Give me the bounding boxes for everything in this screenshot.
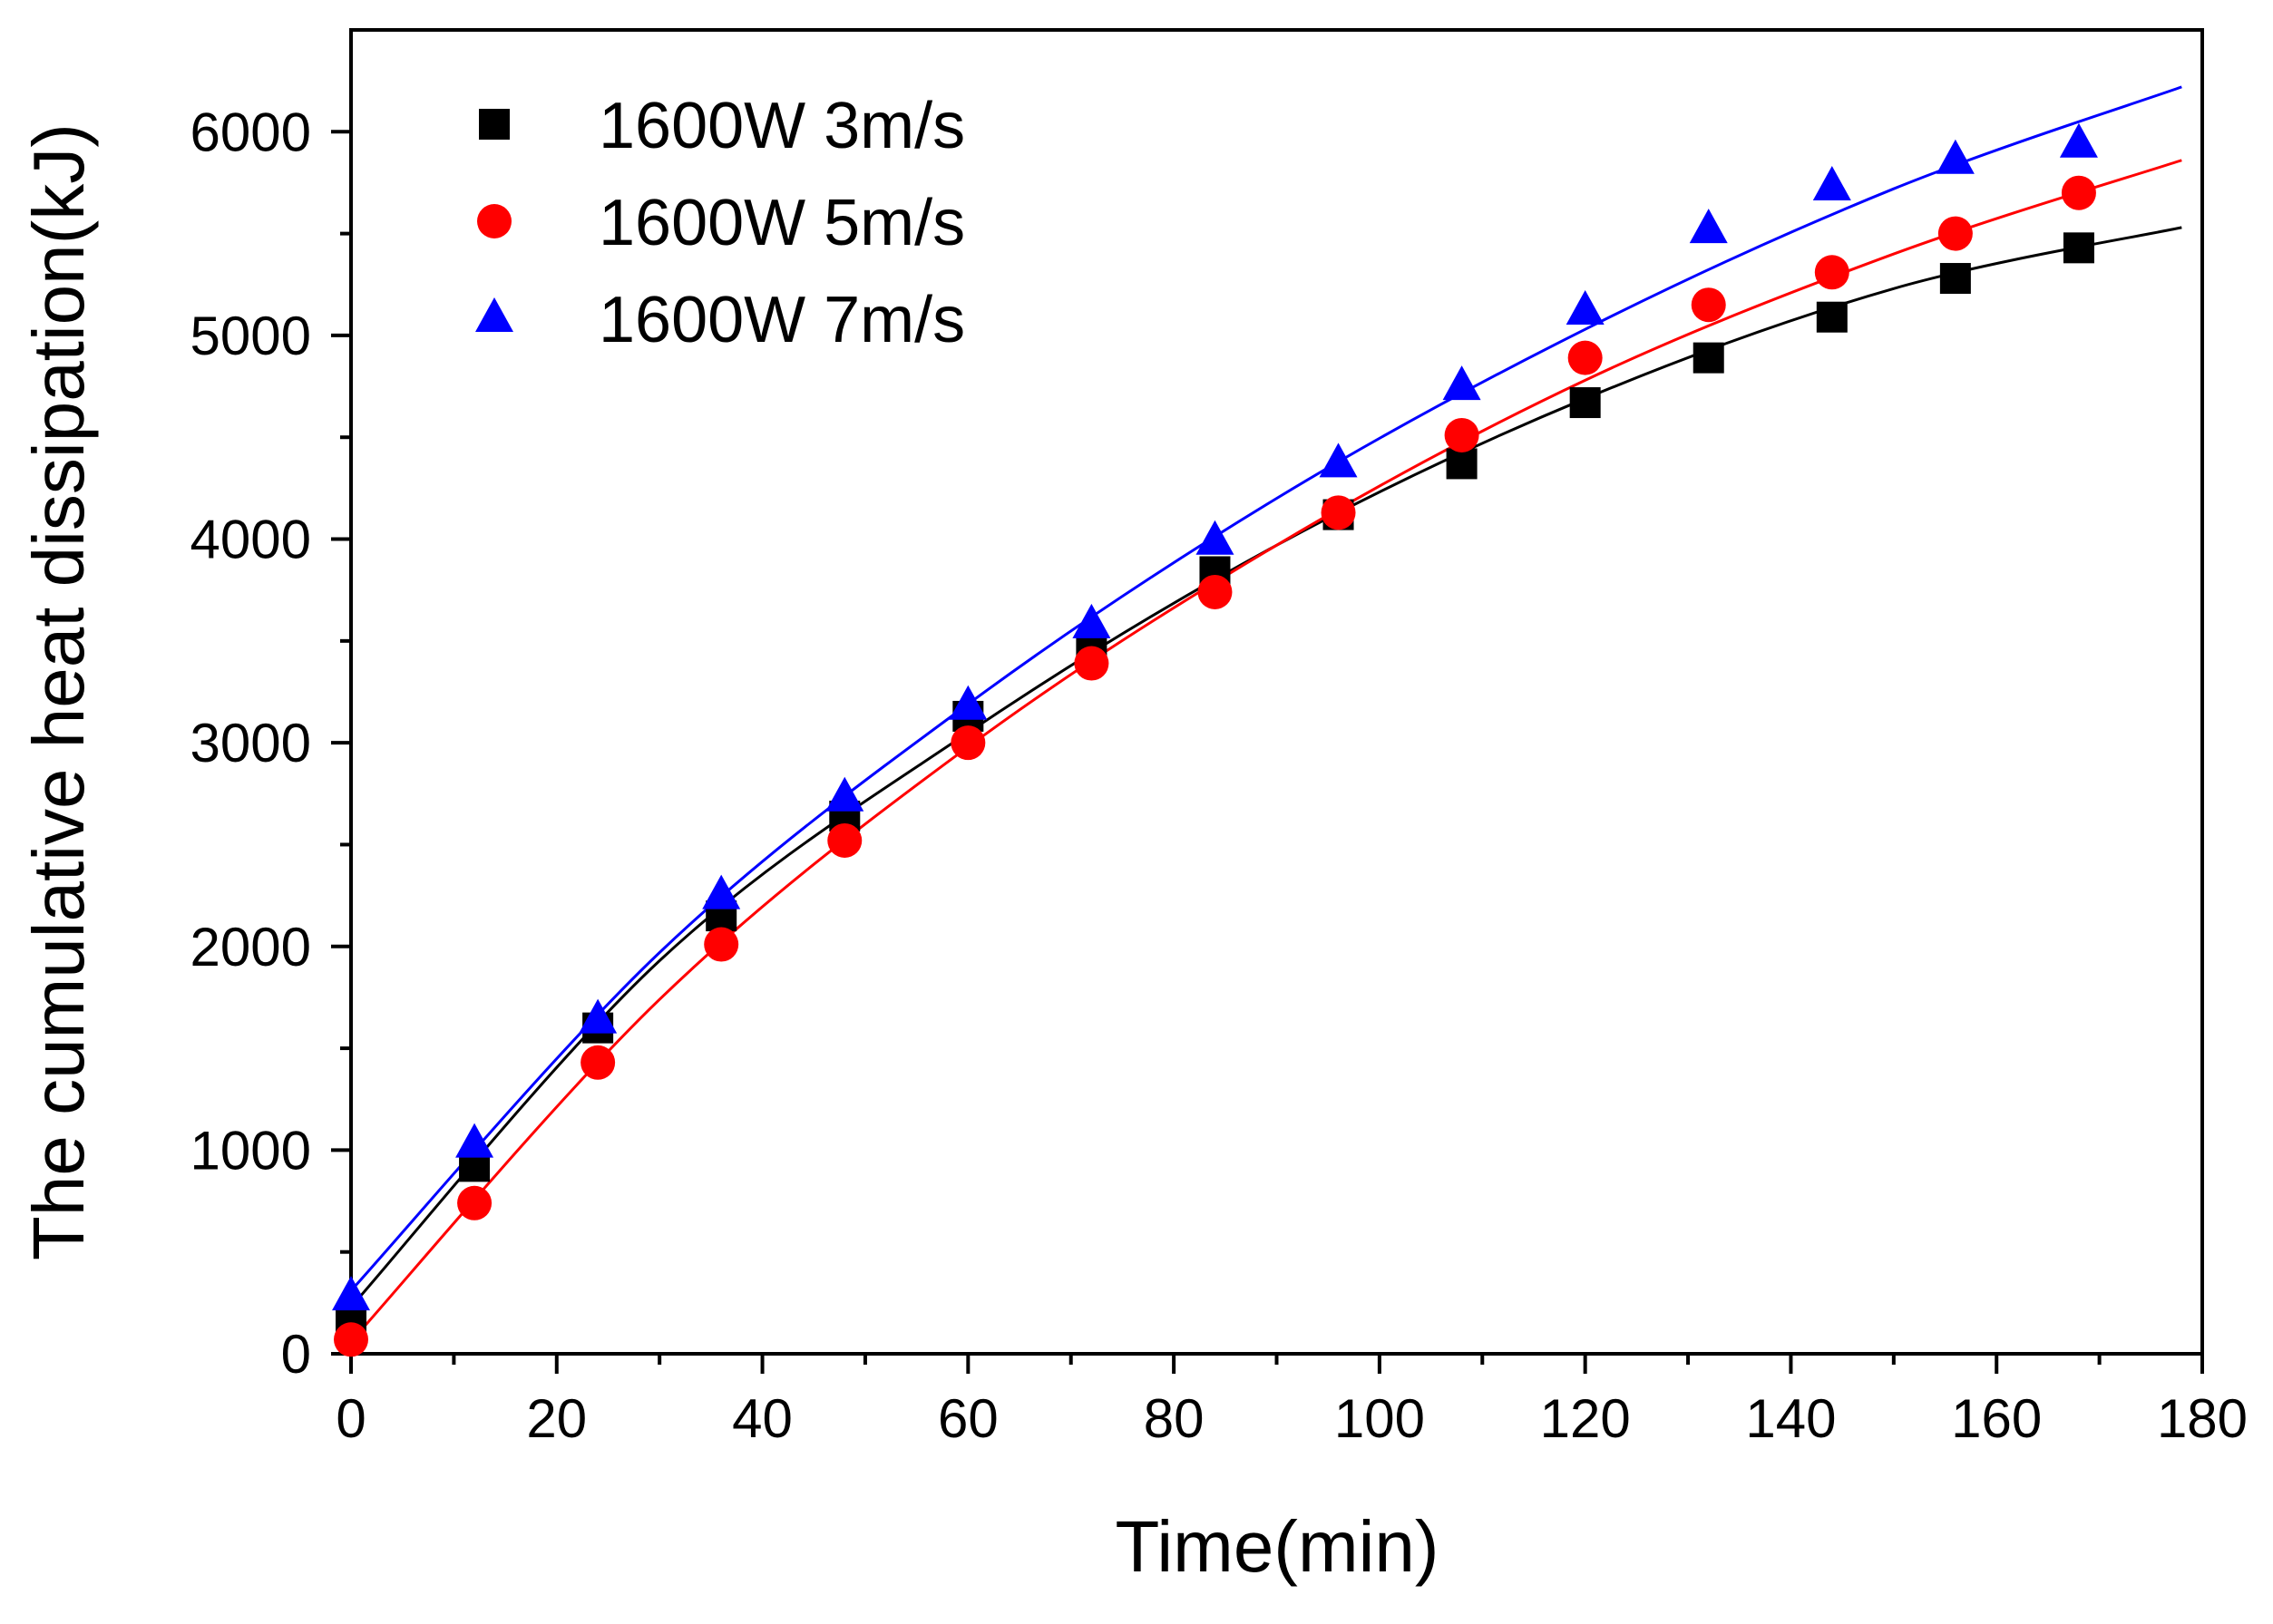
x-tick-label: 40 [732,1388,793,1449]
x-tick-label: 20 [526,1388,587,1449]
x-tick-label: 0 [336,1388,366,1449]
data-point-1600w-5m-s [1321,495,1356,530]
data-point-1600w-7m-s [2059,122,2098,158]
x-tick-label: 140 [1745,1388,1836,1449]
data-point-1600w-5m-s [334,1322,368,1357]
data-point-1600w-7m-s [1442,365,1481,401]
data-point-1600w-7m-s [1689,209,1728,244]
data-point-1600w-7m-s [702,874,741,909]
legend-label-1600w-7m-s: 1600W 7m/s [599,284,965,356]
data-point-1600w-5m-s [1074,646,1109,681]
data-point-1600w-5m-s [1444,417,1479,452]
series-1600w-5m-s [334,175,2096,1357]
series-1600w-3m-s [336,232,2094,1339]
x-tick-label: 60 [938,1388,999,1449]
data-point-1600w-5m-s [1937,216,1973,251]
y-tick-label: 1000 [190,1120,311,1181]
x-tick-label: 180 [2157,1388,2248,1449]
y-tick-label: 3000 [190,713,311,773]
y-tick-label: 4000 [190,510,311,570]
x-tick-label: 120 [1540,1388,1631,1449]
fit-curve-1600w-5m-s [349,159,2182,1343]
data-point-1600w-5m-s [827,822,863,858]
data-point-1600w-7m-s [1319,442,1358,478]
data-point-1600w-7m-s [1812,165,1851,200]
data-point-1600w-3m-s [1569,387,1601,419]
data-point-1600w-3m-s [2063,232,2094,264]
data-point-1600w-7m-s [332,1276,370,1311]
legend-label-1600w-5m-s: 1600W 5m/s [599,187,965,259]
data-point-1600w-7m-s [1195,520,1234,555]
data-point-1600w-5m-s [580,1045,616,1080]
x-tick-label: 80 [1144,1388,1205,1449]
data-point-1600w-3m-s [1816,301,1848,333]
data-point-1600w-7m-s [949,685,988,720]
y-tick-label: 0 [281,1324,311,1385]
fit-curve-1600w-7m-s [349,85,2182,1292]
data-point-1600w-7m-s [455,1123,494,1158]
x-tick-label: 160 [1951,1388,2042,1449]
data-point-1600w-7m-s [1072,603,1111,638]
x-tick-label: 100 [1334,1388,1425,1449]
axis-ticks: 0 20 40 60 80 100 120 140 160 180 0 1000 2000 3000 400… [190,102,2249,1449]
data-point-1600w-3m-s [1446,448,1478,480]
series-1600w-7m-s [332,122,2098,1311]
data-point-1600w-5m-s [1814,255,1849,290]
y-tick-label: 2000 [190,917,311,977]
legend-marker-1600w-7m-s [475,297,513,332]
fit-curves [349,85,2182,1343]
legend-marker-1600w-3m-s [479,109,510,140]
data-point-1600w-5m-s [1567,340,1603,375]
y-tick-label: 6000 [190,102,311,162]
data-point-1600w-5m-s [457,1185,493,1220]
x-axis-title: Time(min) [1116,1506,1439,1587]
y-tick-label: 5000 [190,306,311,366]
data-point-1600w-5m-s [951,725,986,761]
data-point-1600w-5m-s [704,927,739,962]
legend: 1600W 3m/s 1600W 5m/s 1600W 7m/s [475,90,965,356]
data-point-1600w-3m-s [1693,342,1724,374]
data-point-1600w-5m-s [2061,175,2096,210]
data-point-1600w-3m-s [1939,263,1971,295]
legend-label-1600w-3m-s: 1600W 3m/s [599,90,965,162]
fit-curve-1600w-3m-s [349,226,2182,1308]
data-point-1600w-7m-s [825,776,864,812]
data-point-1600w-5m-s [1691,287,1726,323]
data-points [332,122,2098,1357]
data-point-1600w-7m-s [1936,139,1975,174]
data-point-1600w-7m-s [579,998,618,1034]
y-axis-title: The cumulative heat dissipation(kJ) [18,123,99,1260]
data-point-1600w-7m-s [1566,289,1605,325]
legend-marker-1600w-5m-s [477,204,512,238]
data-point-1600w-5m-s [1197,574,1233,609]
